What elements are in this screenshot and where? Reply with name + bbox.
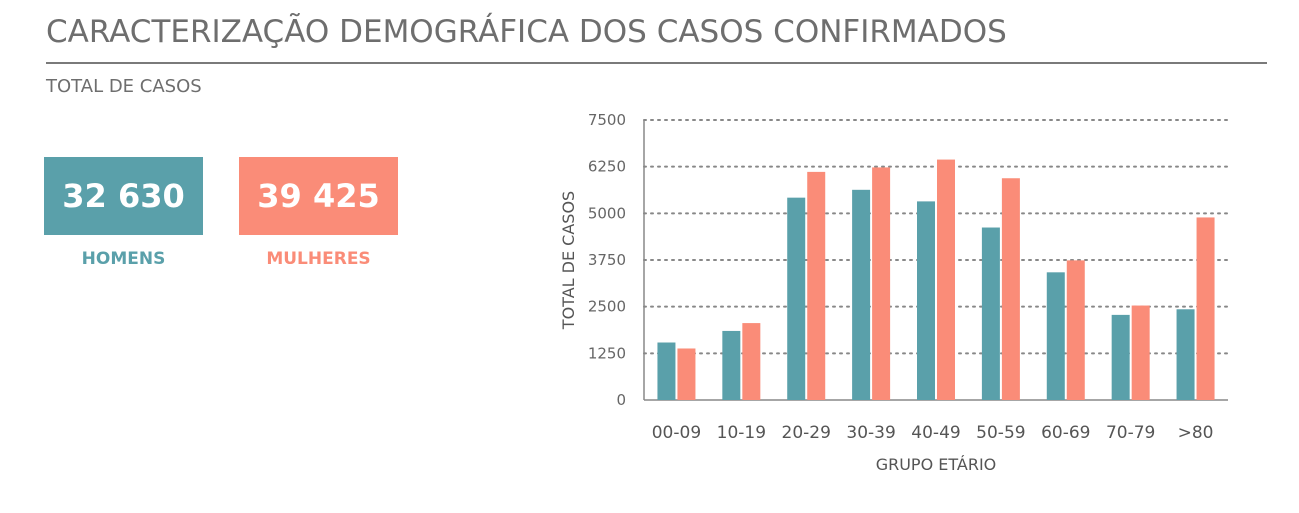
y-tick-label: 0 [616,391,626,409]
bar-women [1196,217,1215,400]
bar-men [852,189,871,400]
section-subtitle: TOTAL DE CASOS [46,76,202,97]
bar-men [917,201,935,400]
age-group-bar-chart: 0 1250 2500 3750 5000 6250 7500 00-09 10-19 20-29… [559,111,1229,474]
x-tick-label: 20-29 [782,423,831,443]
bar-women [937,159,955,400]
kpi-women-label: MULHERES [266,249,371,269]
kpi-women-total: 39 425 [239,157,398,235]
bar-men [1176,309,1195,400]
page-title: CARACTERIZAÇÃO DEMOGRÁFICA DOS CASOS CON… [46,14,1007,50]
x-tick-label: 50-59 [976,423,1025,443]
kpi-men-value: 32 630 [62,177,185,215]
x-tick-label: 40-49 [911,423,960,443]
bar-women [1066,260,1085,400]
y-axis-title: TOTAL DE CASOS [559,191,578,330]
x-tick-label: 70-79 [1106,423,1155,443]
bar-women [677,348,696,400]
y-tick-label: 5000 [588,204,626,222]
bar-men [1046,272,1065,400]
y-tick-label: 3750 [588,251,626,269]
bar-men [787,197,806,400]
bar-men [981,227,1000,400]
x-tick-label: 30-39 [846,423,895,443]
x-tick-label: 60-69 [1041,423,1090,443]
bar-women [1001,178,1020,400]
bar-women [742,323,761,400]
y-tick-label: 1250 [588,344,626,362]
bar-men [657,342,676,400]
bar-women [807,171,826,400]
y-tick-label: 6250 [588,158,626,176]
kpi-men-label: HOMENS [81,249,166,269]
title-divider [46,62,1267,64]
bar-men [1111,314,1130,400]
x-tick-label: 10-19 [717,423,766,443]
y-tick-label: 2500 [588,298,626,316]
x-axis-title: GRUPO ETÁRIO [876,455,997,474]
bar-women [872,167,891,400]
x-tick-label: 00-09 [652,423,701,443]
bar-women [1131,305,1150,400]
x-tick-label: >80 [1178,423,1214,443]
kpi-men-total: 32 630 [44,157,203,235]
kpi-women-value: 39 425 [257,177,380,215]
bar-men [722,330,741,400]
y-tick-label: 7500 [588,111,626,129]
